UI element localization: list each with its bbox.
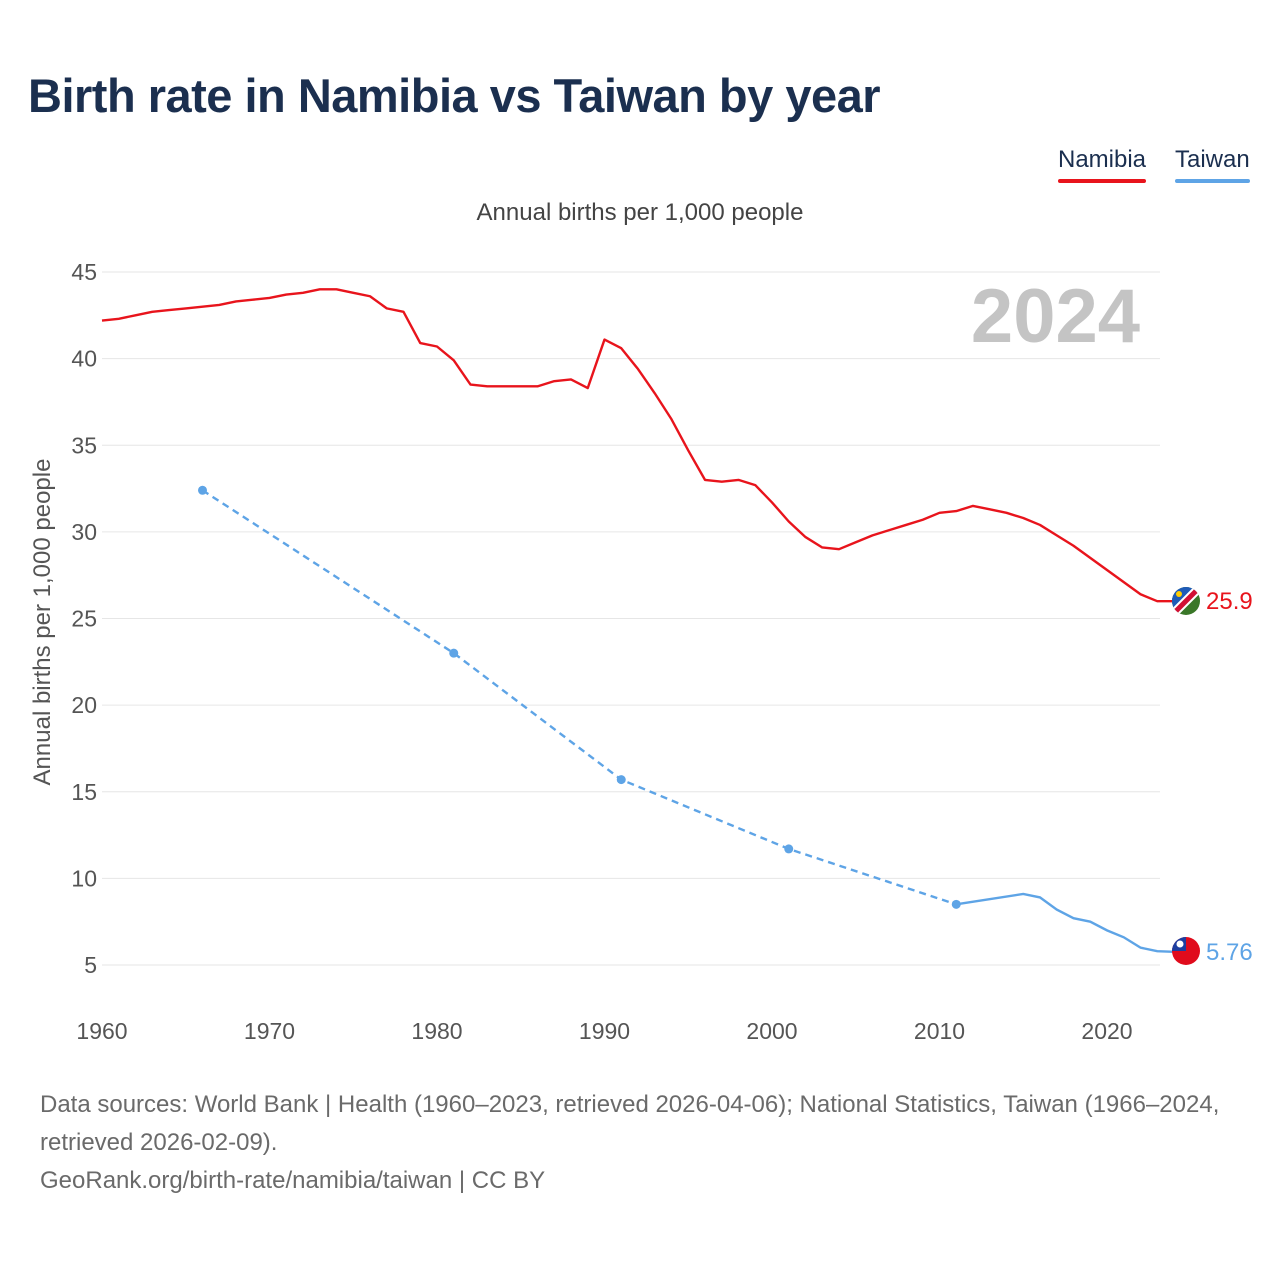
taiwan-point-2001[interactable]	[784, 844, 794, 854]
legend-swatch-taiwan	[1175, 179, 1250, 183]
sources-text: Data sources: World Bank | Health (1960–…	[40, 1091, 1220, 1156]
y-tick-label-30: 30	[71, 519, 97, 545]
y-tick-label-25: 25	[71, 606, 97, 632]
taiwan-flag-icon	[1172, 937, 1200, 965]
x-tick-label-2000: 2000	[746, 1018, 797, 1044]
namibia-series-line[interactable]	[101, 288, 1191, 603]
taiwan-end-label: 5.76	[1206, 939, 1253, 966]
namibia-end-label: 25.9	[1206, 588, 1253, 615]
x-tick-label-2020: 2020	[1081, 1018, 1132, 1044]
legend-item-namibia[interactable]: Namibia	[1058, 146, 1147, 183]
taiwan-point-2011[interactable]	[951, 899, 961, 909]
taiwan-series-line[interactable]	[956, 892, 1175, 954]
y-tick-label-20: 20	[71, 692, 97, 718]
x-tick-label-1990: 1990	[579, 1018, 630, 1044]
taiwan-point-1981[interactable]	[449, 648, 459, 658]
x-tick-label-1960: 1960	[76, 1018, 127, 1044]
x-tick-label-2010: 2010	[914, 1018, 965, 1044]
chart-subtitle: Annual births per 1,000 people	[477, 199, 804, 226]
chart-title: Birth rate in Namibia vs Taiwan by year	[28, 69, 881, 122]
x-tick-label-1980: 1980	[411, 1018, 462, 1044]
year-watermark: 2024	[971, 274, 1140, 359]
namibia-flag-icon	[1172, 587, 1200, 615]
legend-label-taiwan: Taiwan	[1175, 146, 1250, 173]
y-tick-label-5: 5	[84, 952, 97, 978]
data-sources: Data sources: World Bank | Health (1960–…	[40, 1086, 1250, 1200]
y-axis-label: Annual births per 1,000 people	[29, 459, 56, 786]
legend-label-namibia: Namibia	[1058, 146, 1147, 173]
legend-swatch-namibia	[1058, 179, 1147, 183]
y-tick-label-45: 45	[71, 259, 97, 285]
attribution-link[interactable]: GeoRank.org/birth-rate/namibia/taiwan | …	[40, 1167, 546, 1194]
taiwan-point-1991[interactable]	[616, 775, 626, 785]
taiwan-series-line-dashed[interactable]	[201, 489, 957, 906]
y-tick-label-40: 40	[71, 346, 97, 372]
taiwan-point-1966[interactable]	[198, 485, 207, 495]
y-tick-label-10: 10	[71, 865, 97, 891]
y-tick-label-35: 35	[71, 432, 97, 458]
x-tick-label-1970: 1970	[244, 1018, 295, 1044]
legend-item-taiwan[interactable]: Taiwan	[1175, 146, 1250, 183]
line-chart: Annual births per 1,000 people Annual bi…	[29, 199, 1253, 1044]
y-tick-label-15: 15	[71, 779, 97, 805]
